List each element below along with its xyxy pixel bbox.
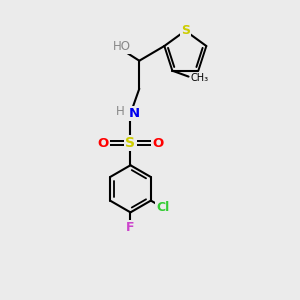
Text: O: O xyxy=(98,137,109,150)
Text: S: S xyxy=(125,136,136,150)
Text: F: F xyxy=(126,220,135,234)
Text: N: N xyxy=(128,107,140,120)
Text: Cl: Cl xyxy=(156,202,170,214)
Text: HO: HO xyxy=(112,40,130,53)
Text: H: H xyxy=(116,105,124,118)
Text: S: S xyxy=(181,24,190,37)
Text: CH₃: CH₃ xyxy=(190,73,208,83)
Text: O: O xyxy=(152,137,164,150)
